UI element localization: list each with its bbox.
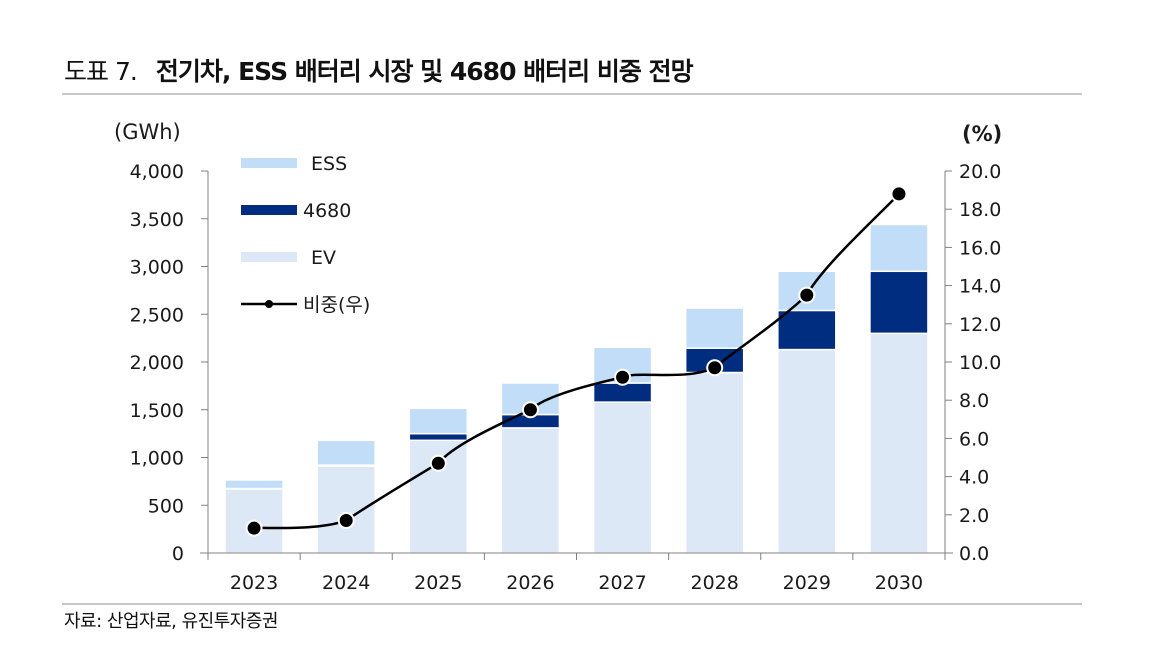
legend-swatch-ess (241, 158, 297, 168)
bar-ev-2030 (869, 332, 929, 554)
x-axis-tick-label: 2029 (783, 572, 831, 594)
legend-label: ESS (311, 153, 347, 175)
right-axis-tick-label: 8.0 (959, 390, 989, 412)
source-note: 자료: 산업자료, 유진투자증권 (64, 611, 278, 632)
line-point-2027 (614, 368, 632, 386)
chart-title: 도표 7. 전기차, ESS 배터리 시장 및 4680 배터리 비중 전망 (64, 52, 694, 92)
bar-ev-2028 (684, 371, 745, 554)
right-axis-tick-label: 4.0 (959, 467, 989, 489)
right-axis-tick-label: 6.0 (959, 428, 989, 450)
line-point-2024 (337, 512, 355, 530)
bar-ess-2028 (684, 307, 745, 349)
bar-ev-2026 (500, 427, 561, 554)
legend-label: 4680 (303, 200, 351, 222)
legend-swatch-ev (241, 252, 297, 262)
line-point-2026 (521, 401, 539, 419)
left-axis-tick-label: 1,500 (130, 400, 184, 422)
x-axis-tick-label: 2028 (691, 572, 739, 594)
left-axis-title: (GWh) (114, 120, 181, 144)
legend-label: 비중(우) (303, 294, 370, 316)
line-point-2030 (890, 185, 908, 203)
line-point-2028 (706, 359, 724, 377)
x-axis-tick-label: 2027 (598, 572, 646, 594)
right-axis-tick-label: 16.0 (959, 237, 1001, 259)
axes-layer: 0 500 1,000 1,500 2,000 2,500 3,000 3,500 4,000 0… (114, 120, 1002, 594)
bar-ev-2024 (316, 465, 376, 554)
x-axis-tick-label: 2030 (875, 572, 923, 594)
left-axis-tick-label: 4,000 (130, 161, 184, 183)
bar-4680-2025 (408, 432, 469, 442)
x-axis-tick-label: 2025 (414, 572, 462, 594)
legend: ESS 4680 EV 비중(우) (241, 153, 370, 316)
line-point-2025 (429, 454, 447, 472)
bar-4680-2027 (592, 382, 653, 403)
bar-4680-2030 (869, 270, 929, 335)
right-axis-tick-label: 20.0 (959, 161, 1001, 183)
left-axis-tick-label: 500 (148, 495, 184, 517)
line-layer (245, 185, 908, 537)
figure-number: 도표 7. (64, 57, 138, 86)
right-axis-tick-label: 14.0 (959, 276, 1001, 298)
bar-ess-2023 (224, 479, 284, 490)
bar-ess-2025 (408, 407, 469, 435)
left-axis-tick-label: 2,000 (130, 352, 184, 374)
x-axis-tick-label: 2026 (506, 572, 554, 594)
x-axis-tick-label: 2023 (230, 572, 278, 594)
right-axis-tick-label: 0.0 (959, 543, 989, 565)
bar-4680-2029 (777, 309, 837, 351)
right-axis-tick-label: 10.0 (959, 352, 1001, 374)
left-axis-tick-label: 3,500 (130, 209, 184, 231)
right-axis-tick-label: 2.0 (959, 505, 989, 527)
right-axis-tick-label: 12.0 (959, 314, 1001, 336)
left-axis-tick-label: 0 (172, 543, 184, 565)
x-axis-tick-label: 2024 (322, 572, 370, 594)
bar-ess-2024 (316, 439, 376, 466)
figure-title: 전기차, ESS 배터리 시장 및 4680 배터리 비중 전망 (155, 57, 694, 86)
title-divider (62, 93, 1082, 95)
source-divider (62, 603, 1082, 605)
left-axis-tick-label: 1,000 (130, 448, 184, 470)
left-axis-tick-label: 3,000 (130, 257, 184, 279)
legend-swatch-4680 (241, 205, 297, 215)
line-point-2023 (245, 519, 263, 537)
line-point-2029 (798, 286, 816, 304)
legend-label: EV (311, 247, 336, 269)
bar-ev-2027 (592, 401, 653, 554)
bar-ess-2030 (869, 223, 929, 273)
bars-layer (224, 223, 929, 554)
right-axis-title: (%) (962, 122, 1002, 146)
left-axis-tick-label: 2,500 (130, 304, 184, 326)
bar-ev-2029 (777, 348, 837, 554)
right-axis-tick-label: 18.0 (959, 199, 1001, 221)
legend-swatch-marker (265, 300, 273, 308)
